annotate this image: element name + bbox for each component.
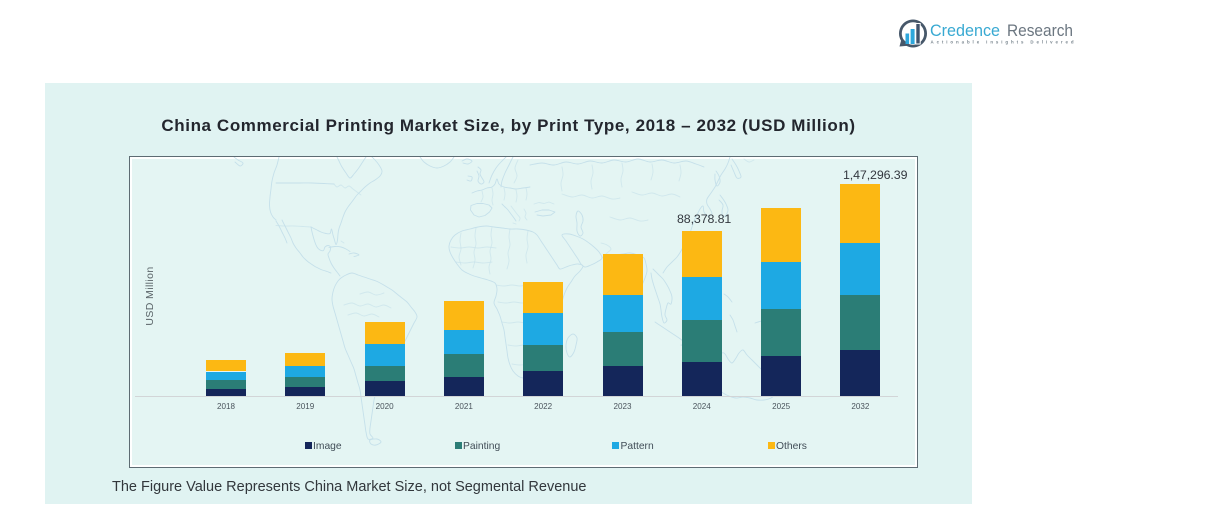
svg-text:Credence: Credence	[930, 21, 1000, 40]
svg-text:Actionable Insights Delivered: Actionable Insights Delivered	[931, 40, 1074, 45]
svg-text:Research: Research	[1007, 21, 1073, 40]
